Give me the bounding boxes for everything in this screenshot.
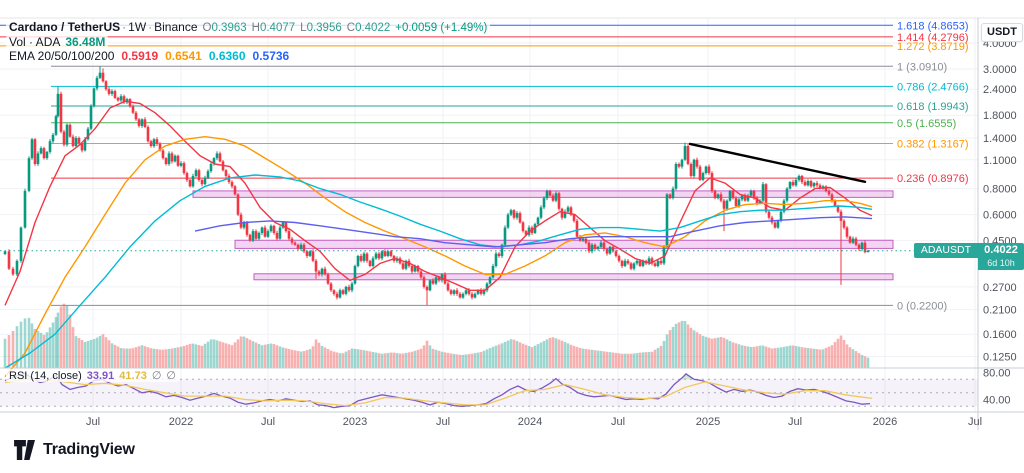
time-tick-label: Jul <box>86 416 100 428</box>
time-tick-label: 2025 <box>696 416 720 428</box>
ema-line-ema-100 <box>4 174 873 369</box>
price-tick-label: 0.6000 <box>983 210 1017 222</box>
price-tick-label: 2.4000 <box>983 84 1017 96</box>
price-tick-label: 0.1600 <box>983 329 1017 341</box>
time-tick-label: 2022 <box>169 416 193 428</box>
symbol-title[interactable]: Cardano / TetherUS <box>9 20 121 34</box>
ema-label[interactable]: EMA 20/50/100/200 <box>9 49 115 63</box>
rsi-tick-label: 40.00 <box>983 395 1011 407</box>
price-zone-2[interactable] <box>234 239 894 249</box>
chart-canvas[interactable]: 4.00003.00002.40001.80001.40001.10000.80… <box>0 0 1024 436</box>
legend-separator2: · <box>148 20 153 34</box>
time-tick-label: Jul <box>611 416 625 428</box>
fib-label-0: 1.618 (4.8653) <box>897 20 969 32</box>
fib-retracement-layer[interactable] <box>0 24 893 306</box>
fib-label-4: 0.786 (2.4766) <box>897 81 969 93</box>
price-badge-countdown: 6d 10h <box>987 258 1015 268</box>
price-badge-box: 0.4022 6d 10h <box>978 243 1024 270</box>
currency-badge[interactable]: USDT <box>981 23 1023 42</box>
low-value: 0.3956 <box>306 22 342 34</box>
fib-label-1: 1.414 (4.2796) <box>897 32 969 44</box>
rsi-legend-row: RSI (14, close) 33.91 41.73 ∅ ∅ <box>6 369 179 382</box>
high-label: H <box>251 22 260 34</box>
rsi-tick-label: 80.00 <box>983 368 1011 380</box>
time-tick-label: Jul <box>788 416 802 428</box>
fib-label-9: 0 (0.2200) <box>897 300 947 312</box>
tradingview-logo-icon <box>14 440 35 460</box>
ohlc-readout: O0.3963 H0.4077 L0.3956 C0.4022 +0.0059 (+1.… <box>198 22 488 34</box>
fib-label-8: 0.236 (0.8976) <box>897 173 969 185</box>
tradingview-wordmark: TradingView <box>43 441 135 458</box>
price-badge-symbol: ADAUSDT <box>913 243 978 258</box>
low-label: L <box>300 22 307 34</box>
ema-line-ema-50 <box>4 135 873 378</box>
candles-layer <box>3 66 870 306</box>
time-axis[interactable]: Jul 2022 Jul 2023 Jul 2024 Jul 2025 Jul 2026 Jul <box>86 416 982 428</box>
ema-line-ema-200 <box>194 216 873 248</box>
rsi-pane <box>0 372 978 409</box>
legend-panel: Cardano / TetherUS · 1W · Binance O0.3963 H0.4… <box>6 20 491 64</box>
ema-legend-row: EMA 20/50/100/200 0.5919 0.6541 0.6360 0.573… <box>6 49 293 63</box>
exchange-label: Binance <box>154 20 198 34</box>
volume-layer <box>3 303 870 368</box>
price-badge-value: 0.4022 <box>984 244 1018 256</box>
open-value: 0.3963 <box>211 22 247 34</box>
fib-label-2: 1.272 (3.8719) <box>897 41 969 53</box>
symbol-legend-row: Cardano / TetherUS · 1W · Binance O0.3963 H0.4… <box>6 20 491 35</box>
price-tick-label: 1.4000 <box>983 133 1017 145</box>
price-tick-label: 3.0000 <box>983 64 1017 76</box>
change-value: +0.0059 (+1.49%) <box>395 22 488 34</box>
rsi-label[interactable]: RSI (14, close) <box>9 370 82 382</box>
time-tick-label: Jul <box>261 416 275 428</box>
price-tick-label: 0.2700 <box>983 282 1017 294</box>
open-label: O <box>202 22 212 34</box>
rsi-ma-line <box>4 378 873 407</box>
ema50-value: 0.6541 <box>165 49 202 63</box>
legend-separator: · <box>122 20 127 34</box>
close-label: C <box>346 22 356 34</box>
price-axis[interactable]: 4.00003.00002.40001.80001.40001.10000.80… <box>983 38 1017 407</box>
fib-label-5: 0.618 (1.9943) <box>897 101 969 113</box>
volume-value: 36.48M <box>65 35 106 49</box>
fib-label-3: 1 (3.0910) <box>897 61 947 73</box>
price-tick-label: 1.1000 <box>983 155 1017 167</box>
price-zone-3[interactable] <box>253 273 894 281</box>
interval-label[interactable]: 1W <box>128 20 147 34</box>
price-tick-label: 0.1250 <box>983 352 1017 364</box>
tradingview-logo[interactable]: TradingView <box>14 440 135 460</box>
high-value: 0.4077 <box>259 22 296 34</box>
volume-legend-row: Vol · ADA 36.48M <box>6 35 109 49</box>
descending-trendline[interactable] <box>688 142 867 184</box>
ema200-value: 0.5736 <box>252 49 290 63</box>
price-tick-label: 1.8000 <box>983 110 1017 122</box>
time-tick-label: 2024 <box>518 416 542 428</box>
support-resistance-zones[interactable] <box>192 190 894 281</box>
price-tick-label: 0.2100 <box>983 305 1017 317</box>
fib-labels-layer: 1.618 (4.8653)1.414 (4.2796)1.272 (3.871… <box>897 20 969 312</box>
rsi-empty-value-2: ∅ <box>166 370 176 382</box>
fib-label-7: 0.382 (1.3167) <box>897 139 969 151</box>
rsi-ma-value: 41.73 <box>119 370 147 382</box>
ema100-value: 0.6360 <box>208 49 246 63</box>
fib-label-6: 0.5 (1.6555) <box>897 118 956 130</box>
rsi-value: 33.91 <box>86 370 115 382</box>
volume-label[interactable]: Vol · ADA <box>9 35 61 49</box>
ema-line-ema-20 <box>4 100 873 306</box>
time-tick-label: 2023 <box>343 416 367 428</box>
rsi-empty-value-1: ∅ <box>151 370 162 382</box>
time-tick-label: Jul <box>436 416 450 428</box>
price-zone-1[interactable] <box>192 190 894 198</box>
time-tick-label: Jul <box>968 416 982 428</box>
close-value: 0.4022 <box>355 22 391 34</box>
ema20-value: 0.5919 <box>121 49 159 63</box>
time-tick-label: 2026 <box>873 416 897 428</box>
price-tick-label: 0.8000 <box>983 184 1017 196</box>
last-price-badge: ADAUSDT 0.4022 6d 10h <box>913 243 1024 270</box>
